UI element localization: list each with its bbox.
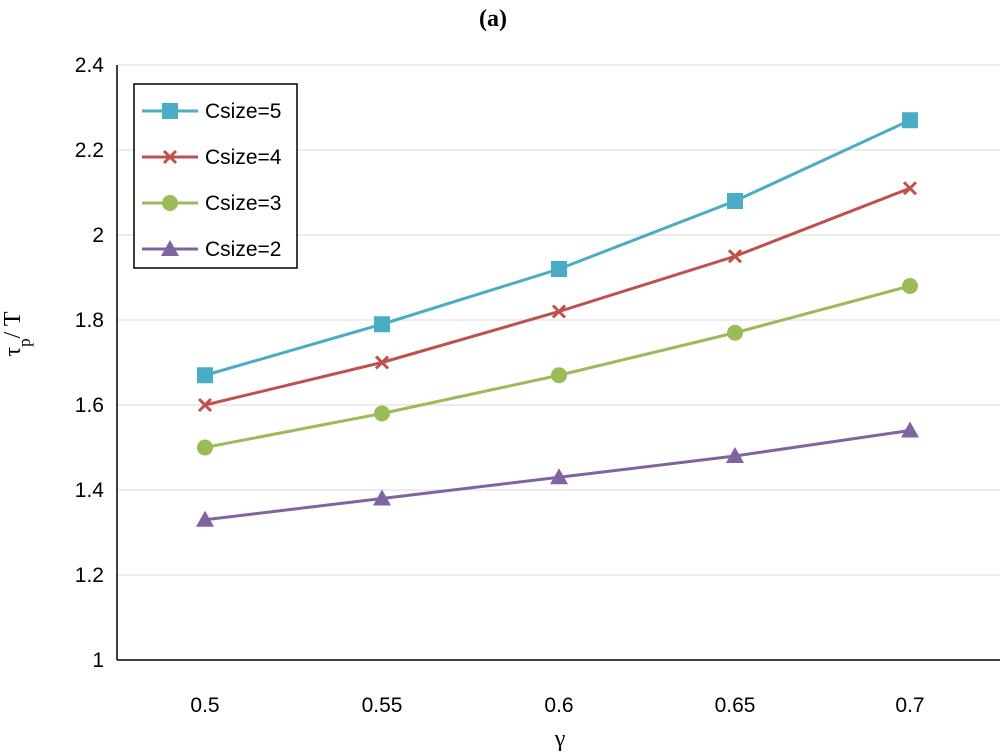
series-csize-4 <box>197 181 918 413</box>
data-point <box>902 278 918 294</box>
axes <box>116 65 1000 661</box>
legend: Csize=5 Csize=4 Csize=3 Csize=2 <box>133 83 298 269</box>
data-point <box>374 355 390 370</box>
y-tick-label: 1.2 <box>75 564 104 587</box>
series-line <box>204 118 911 377</box>
legend-label: Csize=2 <box>205 238 281 261</box>
y-axis-title-subscript: p <box>15 338 34 347</box>
data-point <box>197 439 213 456</box>
y-tick-label: 1.8 <box>75 309 104 332</box>
y-tick-label: 1 <box>92 649 104 672</box>
x-tick-label: 0.5 <box>190 694 219 717</box>
x-axis-title: γ <box>554 726 566 752</box>
data-point <box>196 510 214 527</box>
legend-marker <box>162 103 178 119</box>
y-tick-label: 1.6 <box>75 394 104 417</box>
y-tick-label: 2.2 <box>75 139 104 162</box>
x-tick-label: 0.55 <box>362 694 403 717</box>
data-point <box>197 367 213 384</box>
y-tick-label: 2.4 <box>75 54 105 77</box>
data-point <box>550 468 568 485</box>
data-point <box>727 193 743 209</box>
y-axis-title: τp/ T <box>0 311 34 356</box>
legend-marker <box>161 240 179 256</box>
series-group <box>196 112 919 527</box>
data-point <box>373 489 391 506</box>
legend-label: Csize=4 <box>205 146 282 169</box>
data-point <box>727 249 743 264</box>
series-csize-2 <box>196 421 919 527</box>
series-csize-5 <box>197 112 918 384</box>
legend-label: Csize=3 <box>205 192 281 215</box>
x-tick-label: 0.6 <box>544 694 573 717</box>
data-point <box>902 112 918 129</box>
legend-marker <box>162 195 178 211</box>
data-point <box>197 397 213 413</box>
x-tick-label: 0.65 <box>715 694 756 717</box>
data-point <box>551 304 567 319</box>
y-axis-title-tail: / T <box>0 311 26 338</box>
data-point <box>551 261 567 277</box>
data-point <box>374 405 390 422</box>
data-point <box>374 316 390 333</box>
x-tick-label: 0.7 <box>895 694 924 717</box>
legend-label: Csize=5 <box>205 100 281 123</box>
legend-box <box>133 83 298 269</box>
data-point <box>726 447 744 463</box>
data-point <box>902 181 918 196</box>
series-csize-3 <box>197 278 918 456</box>
y-axis-title-main: τ <box>0 347 26 357</box>
y-tick-label: 2 <box>92 224 104 247</box>
legend-marker <box>162 149 178 165</box>
data-point <box>551 367 567 384</box>
data-point <box>727 324 743 341</box>
x-tick-labels: 0.5 0.55 0.6 0.65 0.7 <box>190 694 924 717</box>
chart-title: (a) <box>479 6 507 32</box>
data-point <box>901 421 919 438</box>
y-tick-label: 1.4 <box>75 479 105 502</box>
y-tick-labels: 1 1.2 1.4 1.6 1.8 2 2.2 2.4 <box>75 54 105 672</box>
